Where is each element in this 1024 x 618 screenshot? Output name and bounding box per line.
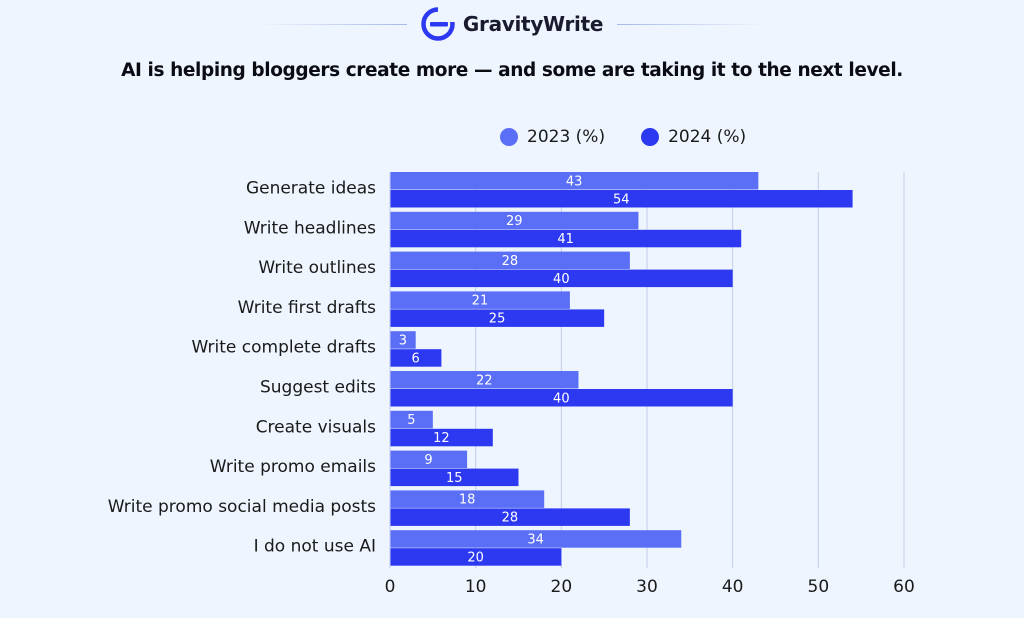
legend-swatch-2023 xyxy=(500,128,518,146)
bar-value-label: 40 xyxy=(553,391,570,406)
legend-swatch-2024 xyxy=(641,128,660,146)
bar-2023 xyxy=(390,251,630,270)
brand-header: GravityWrite xyxy=(0,6,1024,42)
category-label: Write outlines xyxy=(258,258,376,278)
bar-value-label: 43 xyxy=(566,174,583,189)
bar-2024 xyxy=(390,229,742,248)
bar-2024 xyxy=(390,389,733,407)
bar-2024 xyxy=(390,508,630,526)
bar-2024 xyxy=(390,349,442,367)
bar-value-label: 12 xyxy=(433,431,450,446)
bar-value-label: 28 xyxy=(502,511,519,526)
bar-2024 xyxy=(390,190,853,208)
bar-value-label: 22 xyxy=(476,373,493,388)
bar-value-label: 40 xyxy=(553,272,570,287)
legend-label-2023: 2023 (%) xyxy=(527,127,606,147)
bar-2024 xyxy=(390,468,519,487)
x-tick-label: 10 xyxy=(465,577,487,597)
x-tick-label: 60 xyxy=(893,577,915,597)
divider-right xyxy=(617,23,766,25)
bar-2024 xyxy=(390,309,605,327)
bar-2023 xyxy=(390,490,545,508)
gravitywrite-logo-icon xyxy=(421,7,455,41)
bar-2023 xyxy=(390,291,570,309)
bar-value-label: 21 xyxy=(472,294,489,309)
bar-2023 xyxy=(390,450,468,469)
bar-2023 xyxy=(390,410,433,429)
legend-item-2024: 2024 (%) xyxy=(641,127,746,147)
bar-2023 xyxy=(390,331,416,349)
brand-name: GravityWrite xyxy=(462,12,604,36)
bar-value-label: 25 xyxy=(489,312,506,327)
bar-value-label: 41 xyxy=(557,232,574,247)
chart-legend: 2023 (%) 2024 (%) xyxy=(500,124,782,150)
bar-value-label: 54 xyxy=(613,192,630,207)
x-tick-label: 50 xyxy=(808,577,830,597)
bar-value-label: 28 xyxy=(502,254,519,269)
bar-value-label: 5 xyxy=(407,413,415,428)
bar-2024 xyxy=(390,548,562,566)
legend-item-2023: 2023 (%) xyxy=(500,127,605,147)
bar-value-label: 20 xyxy=(467,550,484,565)
legend-label-2024: 2024 (%) xyxy=(668,127,747,147)
bar-value-label: 34 xyxy=(527,532,544,547)
category-label: Write first drafts xyxy=(238,298,376,318)
category-label: I do not use AI xyxy=(254,537,376,557)
bar-2023 xyxy=(390,530,682,548)
bar-value-label: 29 xyxy=(506,214,523,229)
bar-value-label: 3 xyxy=(399,333,407,348)
x-tick-label: 40 xyxy=(722,577,744,597)
divider-left xyxy=(258,23,407,25)
category-label: Create visuals xyxy=(256,417,376,437)
bar-2024 xyxy=(390,269,733,288)
chart-title: AI is helping bloggers create more — and… xyxy=(121,60,903,81)
bar-value-label: 6 xyxy=(412,351,420,366)
x-tick-label: 20 xyxy=(551,577,573,597)
bar-2023 xyxy=(390,211,639,230)
bar-2023 xyxy=(390,172,759,190)
category-label: Suggest edits xyxy=(260,378,376,398)
bar-value-label: 15 xyxy=(446,471,463,486)
x-tick-label: 0 xyxy=(385,577,396,597)
bar-2024 xyxy=(390,428,493,447)
bar-2023 xyxy=(390,371,579,389)
category-label: Write headlines xyxy=(244,218,376,238)
bar-value-label: 18 xyxy=(459,493,476,508)
category-label: Write promo social media posts xyxy=(108,497,376,517)
x-tick-label: 30 xyxy=(636,577,658,597)
bar-value-label: 9 xyxy=(424,453,432,468)
category-label: Write complete drafts xyxy=(191,338,376,358)
category-label: Write promo emails xyxy=(210,457,376,477)
category-label: Generate ideas xyxy=(246,179,376,199)
